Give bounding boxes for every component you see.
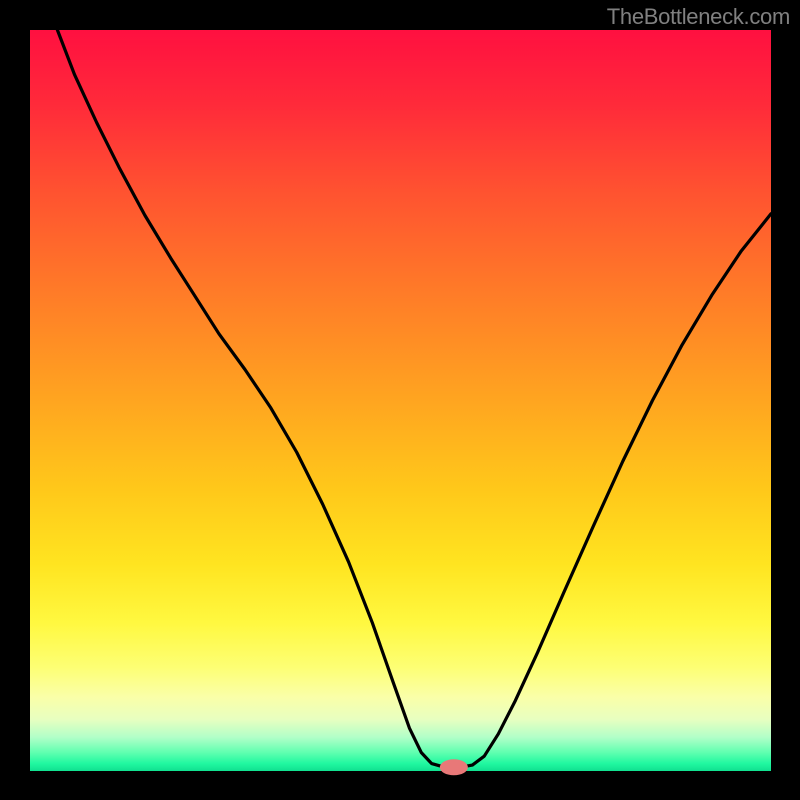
chart-container: TheBottleneck.com: [0, 0, 800, 800]
bottleneck-chart: [0, 0, 800, 800]
plot-background: [30, 30, 771, 771]
watermark-text: TheBottleneck.com: [607, 4, 790, 30]
optimal-marker: [440, 759, 468, 775]
